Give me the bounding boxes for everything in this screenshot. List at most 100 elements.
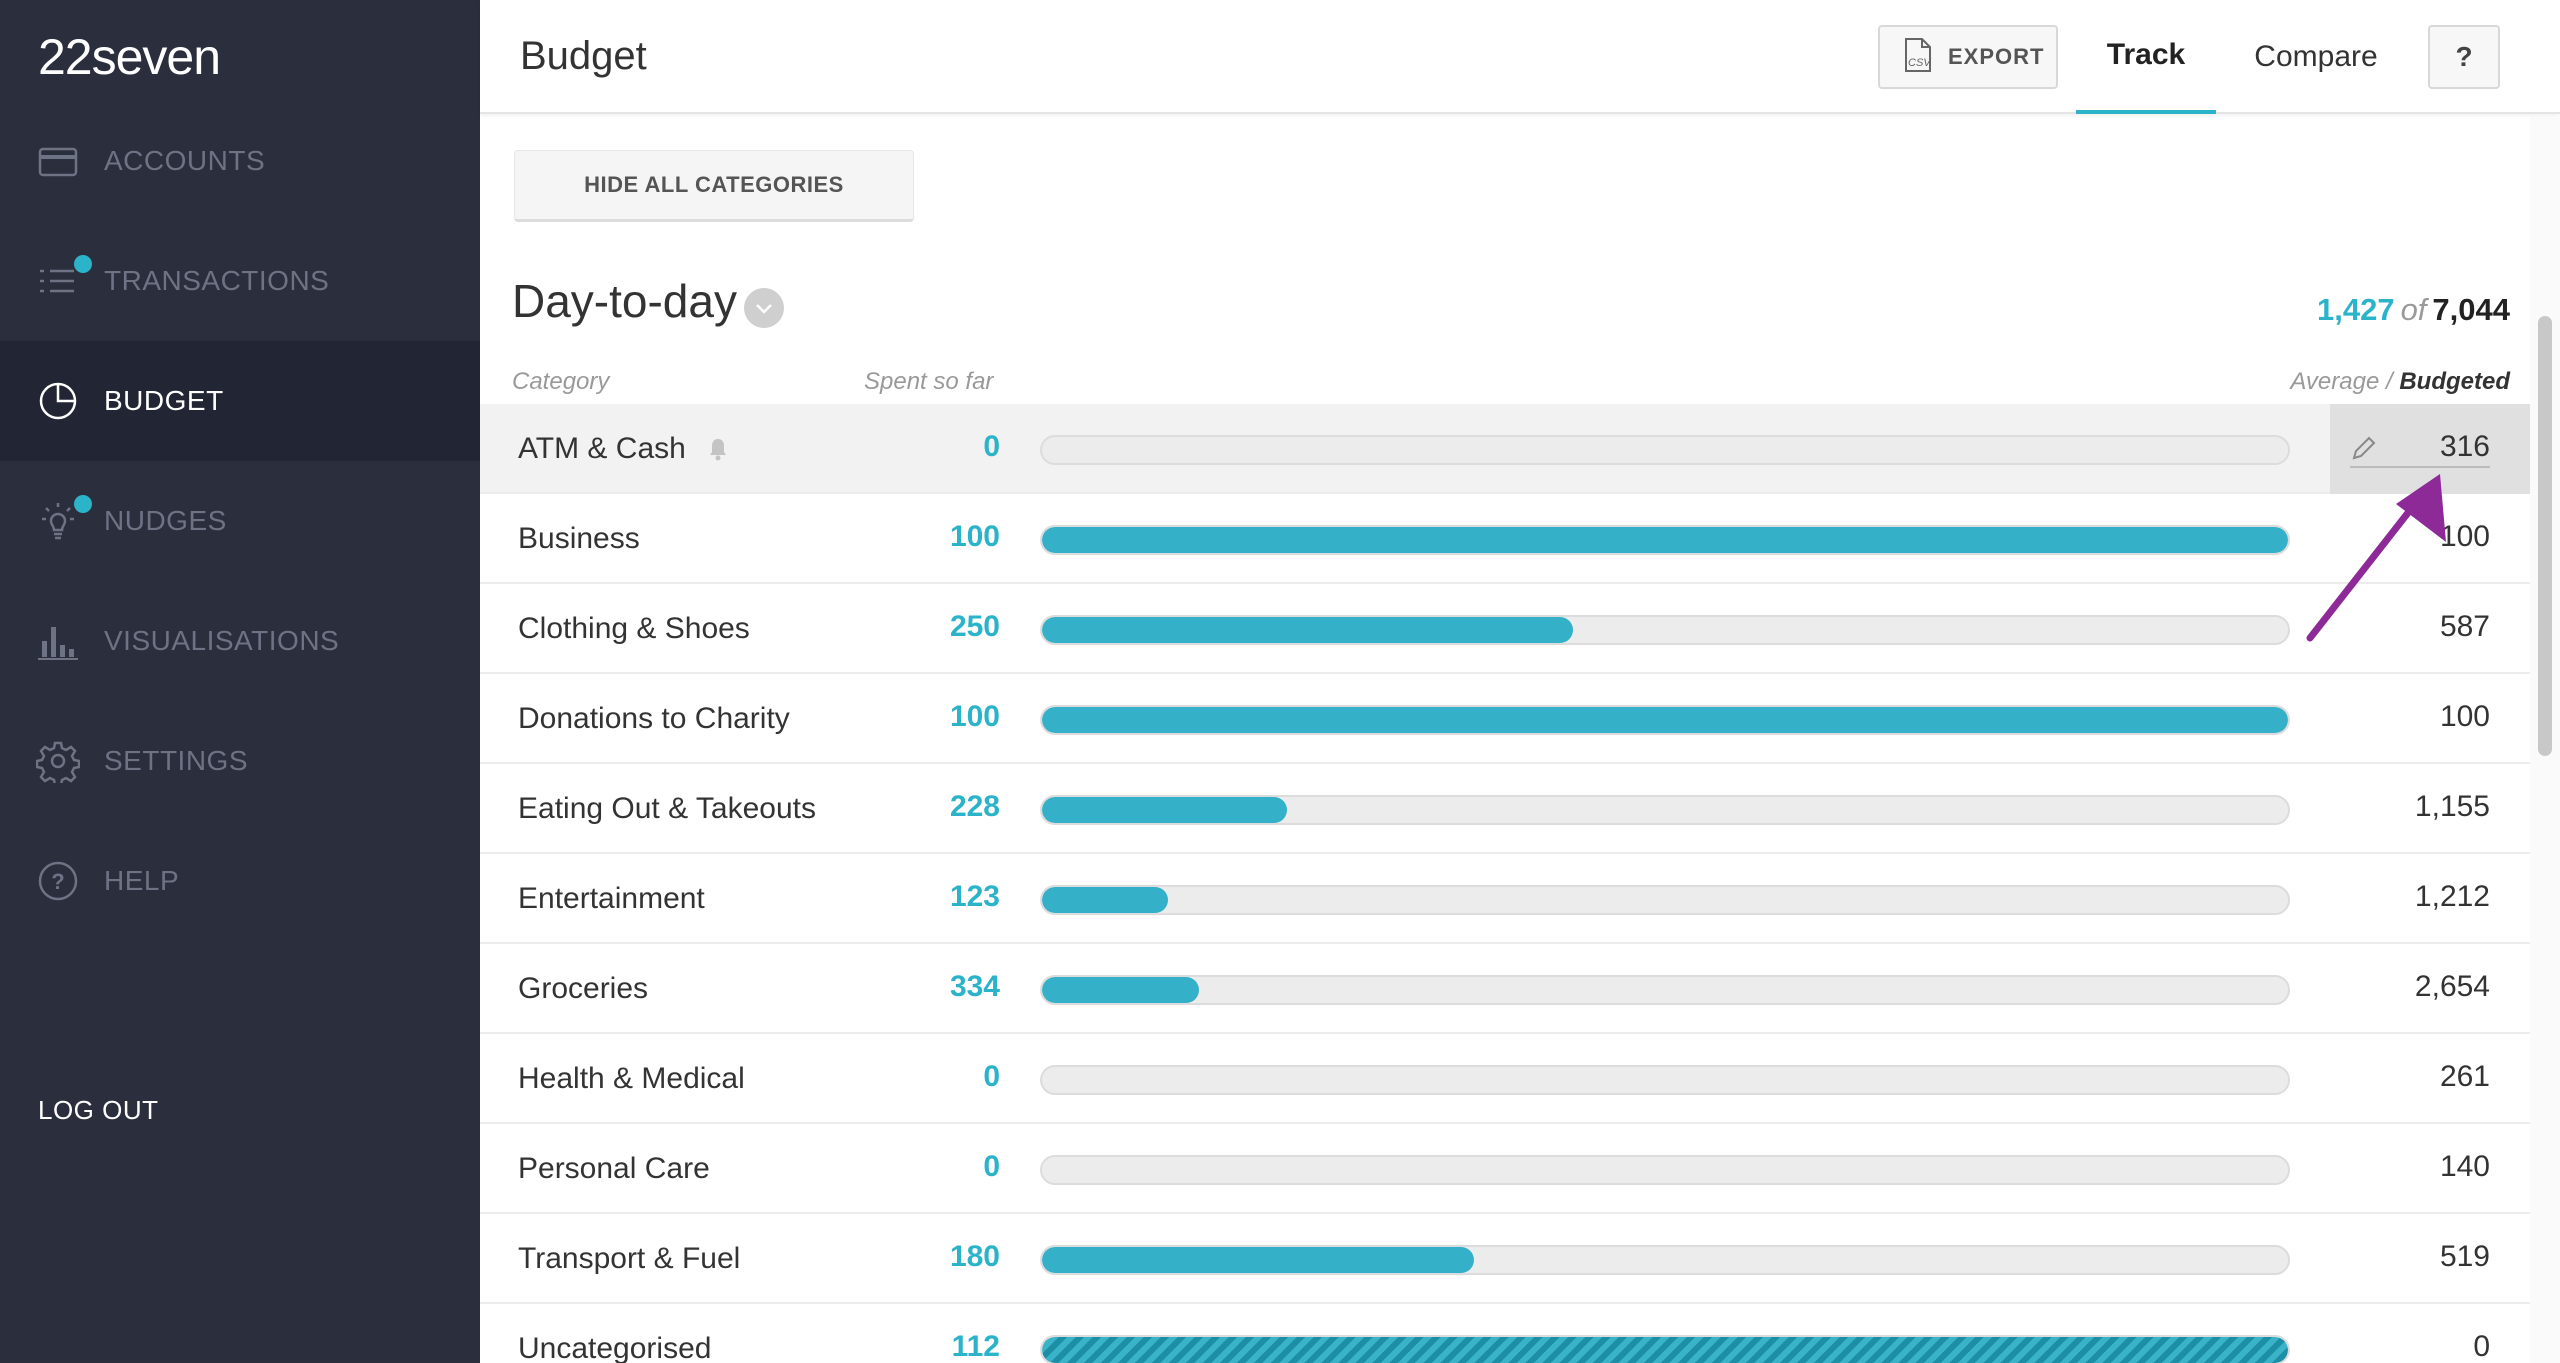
pencil-icon	[2352, 436, 2376, 460]
chevron-down-icon[interactable]	[744, 288, 784, 328]
section-title: Day-to-day	[512, 275, 737, 327]
progress-fill	[1042, 797, 1288, 823]
progress-bar	[1040, 1155, 2290, 1185]
progress-fill	[1042, 707, 2288, 733]
logout-link[interactable]: LOG OUT	[38, 1095, 159, 1125]
sidebar-item-settings[interactable]: SETTINGS	[0, 701, 480, 821]
category-name: Clothing & Shoes	[518, 612, 750, 645]
export-button[interactable]: CSV EXPORT	[1878, 25, 2058, 89]
sidebar-item-label: ACCOUNTS	[104, 145, 266, 176]
category-spent: 0	[983, 430, 1000, 463]
pie-icon	[36, 379, 80, 423]
section-summary: 1,427 of 7,044	[2317, 292, 2510, 328]
category-row[interactable]: Health & Medical 0 261	[480, 1034, 2530, 1124]
progress-fill	[1042, 1337, 2288, 1363]
progress-fill	[1042, 977, 1199, 1003]
category-name: Uncategorised	[518, 1332, 712, 1363]
category-spent: 250	[949, 610, 1000, 643]
app-logo[interactable]: 22seven	[38, 29, 221, 85]
sidebar-item-transactions[interactable]: TRANSACTIONS	[0, 221, 480, 341]
help-button[interactable]: ?	[2428, 25, 2500, 89]
notification-dot	[74, 255, 92, 273]
progress-fill	[1042, 1247, 1475, 1273]
progress-bar	[1040, 885, 2290, 915]
category-spent: 112	[951, 1330, 1000, 1363]
sidebar-item-label: TRANSACTIONS	[104, 265, 330, 296]
category-name: Business	[518, 522, 640, 555]
bar-chart-icon	[36, 619, 80, 663]
category-name: Entertainment	[518, 882, 705, 915]
category-list: ATM & Cash 0 316 Business 100 100 Clothing & S…	[480, 404, 2530, 1363]
category-row[interactable]: Personal Care 0 140	[480, 1124, 2530, 1214]
category-budget: 261	[2439, 1060, 2490, 1093]
export-label: EXPORT	[1948, 44, 2045, 69]
category-row[interactable]: Business 100 100	[480, 494, 2530, 584]
edit-underline	[2350, 466, 2490, 468]
bell-icon[interactable]	[706, 436, 730, 462]
category-row[interactable]: Donations to Charity 100 100	[480, 674, 2530, 764]
progress-bar	[1040, 615, 2290, 645]
notification-dot	[74, 495, 92, 513]
sidebar-item-nudges[interactable]: NUDGES	[0, 461, 480, 581]
progress-fill	[1042, 887, 1168, 913]
budget-main: HIDE ALL CATEGORIES Day-to-day 1,427 of 7,…	[480, 116, 2530, 1363]
help-circle-icon: ?	[36, 859, 80, 903]
column-header-category: Category	[512, 368, 610, 395]
sidebar-item-label: BUDGET	[104, 385, 224, 416]
progress-bar	[1040, 705, 2290, 735]
tab-track[interactable]: Track	[2076, 0, 2216, 114]
column-header-spent: Spent so far	[864, 368, 994, 395]
category-spent: 0	[983, 1150, 1000, 1183]
category-row[interactable]: ATM & Cash 0 316	[480, 404, 2530, 494]
category-budget: 1,155	[2414, 790, 2490, 823]
category-name: Transport & Fuel	[518, 1242, 741, 1275]
category-row[interactable]: Eating Out & Takeouts 228 1,155	[480, 764, 2530, 854]
category-budget: 100	[2439, 700, 2490, 733]
summary-spent: 1,427	[2316, 292, 2395, 327]
sidebar-item-help[interactable]: ? HELP	[0, 821, 480, 941]
category-row[interactable]: Transport & Fuel 180 519	[480, 1214, 2530, 1304]
progress-fill	[1042, 617, 1573, 643]
scrollbar[interactable]	[2530, 116, 2560, 1363]
gear-icon	[36, 739, 80, 783]
progress-bar	[1040, 435, 2290, 465]
progress-bar	[1040, 795, 2290, 825]
page-title: Budget	[520, 34, 647, 78]
tab-compare[interactable]: Compare	[2254, 40, 2378, 73]
category-name: Personal Care	[518, 1152, 710, 1185]
category-row[interactable]: Entertainment 123 1,212	[480, 854, 2530, 944]
column-header-average: Average /	[2290, 368, 2393, 395]
category-name: Donations to Charity	[518, 702, 790, 735]
sidebar-item-label: SETTINGS	[104, 745, 249, 776]
category-name: Groceries	[518, 972, 649, 1005]
sidebar-item-visualisations[interactable]: VISUALISATIONS	[0, 581, 480, 701]
progress-bar	[1040, 525, 2290, 555]
category-name: ATM & Cash	[518, 432, 686, 465]
column-header-average-budgeted: Average / Budgeted	[2290, 368, 2510, 396]
sidebar-item-label: HELP	[104, 865, 180, 896]
category-budget[interactable]: 316	[2439, 430, 2490, 463]
progress-bar	[1040, 1245, 2290, 1275]
scrollbar-thumb[interactable]	[2538, 316, 2552, 756]
category-spent: 123	[949, 880, 1000, 913]
category-budget: 0	[2473, 1330, 2490, 1363]
category-row[interactable]: Clothing & Shoes 250 587	[480, 584, 2530, 674]
category-row[interactable]: Groceries 334 2,654	[480, 944, 2530, 1034]
category-budget: 100	[2439, 520, 2490, 553]
sidebar-item-label: NUDGES	[104, 505, 227, 536]
category-spent: 334	[949, 970, 1000, 1003]
sidebar-item-accounts[interactable]: ACCOUNTS	[0, 101, 480, 221]
progress-fill	[1042, 527, 2288, 553]
sidebar-item-budget[interactable]: BUDGET	[0, 341, 480, 461]
summary-of: of	[2400, 292, 2427, 327]
category-budget: 587	[2439, 610, 2490, 643]
progress-bar	[1040, 1335, 2290, 1363]
category-budget: 519	[2439, 1240, 2490, 1273]
budget-edit-field[interactable]	[2330, 404, 2530, 494]
category-spent: 0	[983, 1060, 1000, 1093]
category-row[interactable]: Uncategorised 112 0	[480, 1304, 2530, 1363]
hide-all-categories-button[interactable]: HIDE ALL CATEGORIES	[514, 150, 914, 222]
lightbulb-icon	[36, 499, 80, 543]
card-icon	[36, 139, 80, 183]
sidebar: 22seven ACCOUNTS TRANSACTIONS BUDGET NUDGES…	[0, 0, 480, 1363]
